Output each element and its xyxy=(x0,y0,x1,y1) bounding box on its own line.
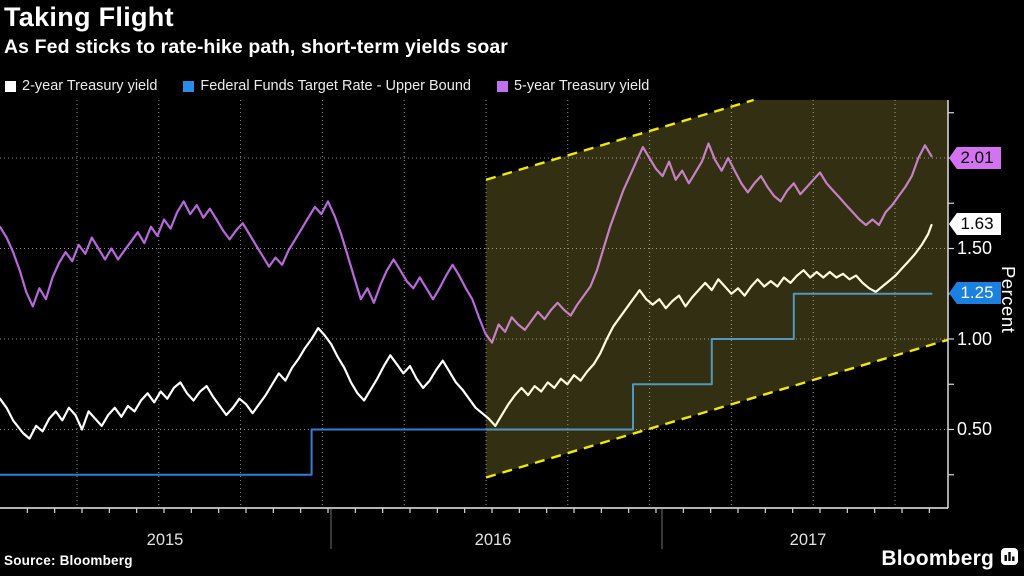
bloomberg-logo-icon xyxy=(1001,547,1018,571)
y-axis-unit-label: Percent xyxy=(998,266,1019,334)
legend-label-2yr: 2-year Treasury yield xyxy=(22,78,158,94)
bloomberg-logo-text: Bloomberg xyxy=(881,547,994,570)
value-badge-5yr: 2.01 xyxy=(949,147,1001,169)
legend-item-2yr: 2-year Treasury yield xyxy=(5,78,157,94)
legend-item-5yr: 5-year Treasury yield xyxy=(496,78,650,94)
x-tick-label-2016: 2016 xyxy=(474,531,512,549)
legend-label-5yr: 5-year Treasury yield xyxy=(513,78,650,94)
y-tick-label-050: 0.50 xyxy=(957,419,993,439)
chart-title: Taking Flight xyxy=(4,2,174,32)
source-attribution: Source: Bloomberg xyxy=(4,553,133,568)
legend-label-ffr: Federal Funds Target Rate - Upper Bound xyxy=(200,78,471,94)
bloomberg-logo: Bloomberg xyxy=(881,547,1018,571)
legend-swatch-5yr-icon xyxy=(496,80,508,92)
value-badge-ffr: 1.25 xyxy=(949,282,1001,304)
y-tick-label-150: 1.50 xyxy=(957,238,993,258)
x-tick-label-2017: 2017 xyxy=(789,531,827,549)
chart-subtitle: As Fed sticks to rate-hike path, short-t… xyxy=(4,36,508,58)
value-badge-2yr: 1.63 xyxy=(949,213,1001,235)
legend-swatch-ffr-icon xyxy=(183,80,195,92)
x-tick-label-2015: 2015 xyxy=(146,531,184,549)
legend: 2-year Treasury yield Federal Funds Targ… xyxy=(5,78,649,94)
legend-swatch-2yr-icon xyxy=(5,80,16,92)
legend-item-ffr: Federal Funds Target Rate - Upper Bound xyxy=(183,78,471,94)
y-tick-label-100: 1.00 xyxy=(957,329,993,349)
